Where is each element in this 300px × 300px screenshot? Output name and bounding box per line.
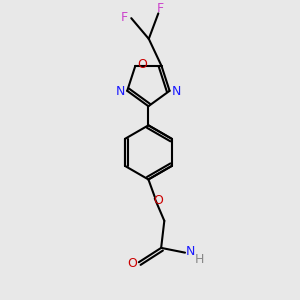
Text: O: O [154,194,164,207]
Text: H: H [195,253,204,266]
Text: O: O [127,257,137,270]
Text: O: O [137,58,147,71]
Text: N: N [172,85,181,98]
Text: N: N [186,245,195,258]
Text: F: F [156,2,164,15]
Text: F: F [121,11,128,24]
Text: N: N [116,85,125,98]
